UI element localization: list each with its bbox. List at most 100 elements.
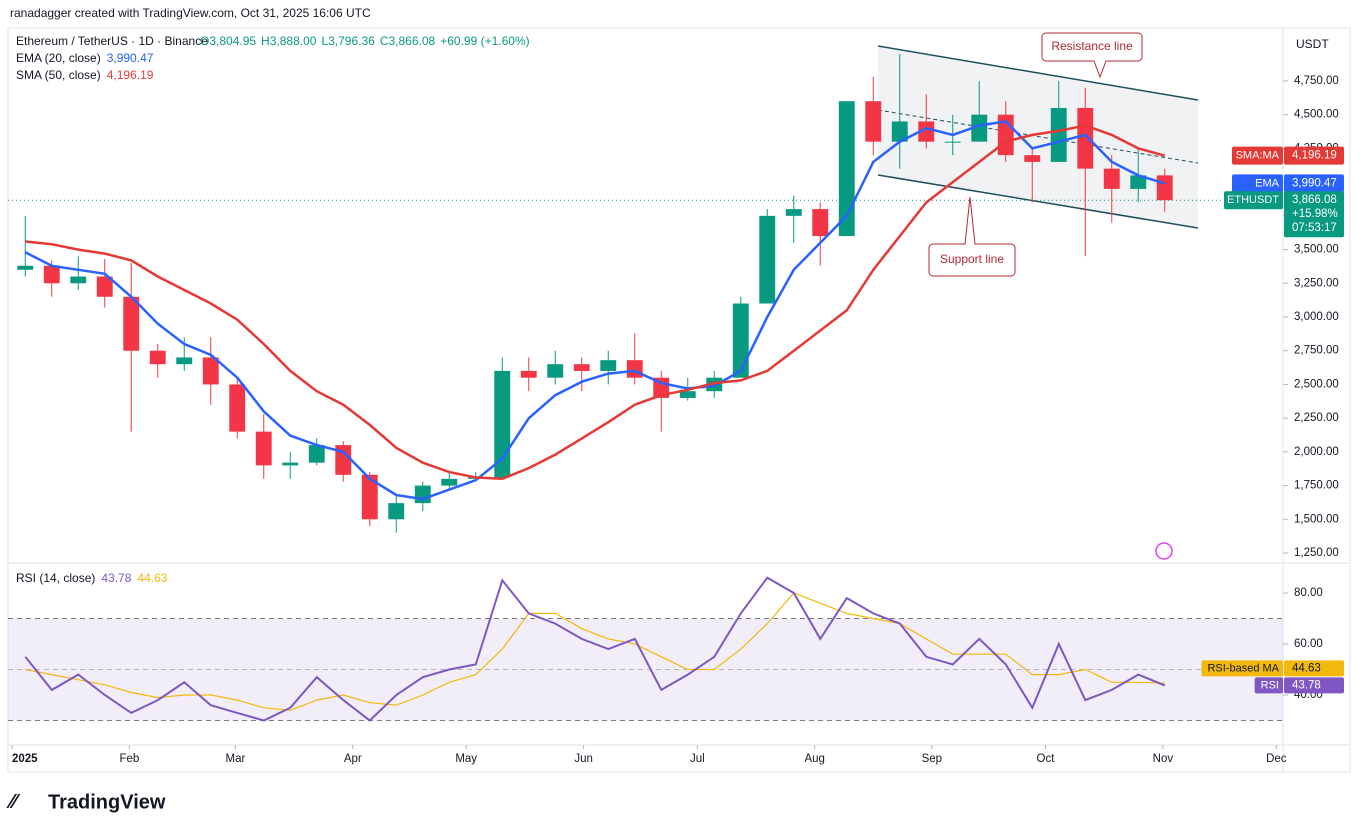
candle-body	[785, 209, 802, 216]
candle-body	[865, 101, 882, 142]
axis-tag-name: RSI-based MA	[1207, 662, 1279, 674]
candle-body	[971, 114, 988, 142]
candle-body	[626, 360, 643, 378]
footer: TradingView	[48, 791, 166, 813]
y-tick-label: 3,250.00	[1294, 277, 1339, 289]
candle-body	[494, 370, 511, 478]
axis-tag-name: SMA:MA	[1236, 150, 1280, 162]
y-tick-label: 1,250.00	[1294, 547, 1339, 559]
resistance-line	[877, 45, 1199, 101]
support-callout: Support line	[928, 196, 1016, 277]
candle-body	[547, 364, 564, 378]
frame	[7, 27, 1351, 773]
y-tick-label: 60.00	[1294, 638, 1323, 650]
resistance-callout: Resistance line	[1041, 32, 1143, 79]
callout-text: Resistance line	[1051, 39, 1133, 53]
candle-body	[388, 503, 405, 520]
legend-name: SMA (50, close)	[16, 68, 101, 82]
candle-body	[838, 101, 855, 237]
candle-body	[441, 478, 458, 486]
ma-line	[24, 120, 1166, 501]
axis-value-box	[1284, 660, 1344, 677]
callout-box	[1041, 32, 1143, 79]
candle-body	[414, 485, 431, 504]
ma-line	[25, 124, 1166, 481]
x-tick-label: Jul	[690, 753, 705, 765]
axis-value-box	[1284, 677, 1344, 694]
axis-tag-box	[1201, 660, 1283, 677]
y-tick-label: 3,000.00	[1294, 311, 1339, 323]
axis-value: 44.63	[1292, 662, 1321, 674]
candle-body	[335, 445, 352, 475]
axis-countdown: 07:53:17	[1292, 222, 1337, 234]
alert-icon[interactable]	[1155, 542, 1173, 560]
ohlc-label: H3,888.00	[261, 34, 317, 48]
ohlc-label: O3,804.95	[200, 34, 256, 48]
indicator-line	[25, 592, 1165, 711]
x-tick-label: Mar	[225, 753, 245, 765]
y-tick-label: 1,750.00	[1294, 480, 1339, 492]
candle-body	[1077, 107, 1094, 169]
candle-body	[17, 265, 34, 270]
callout-text: Support line	[940, 252, 1004, 266]
candle-body	[361, 474, 378, 520]
x-tick-label: Oct	[1037, 753, 1056, 765]
ohlc-label: +60.99 (+1.60%)	[440, 34, 529, 48]
x-tick-label: Feb	[119, 753, 139, 765]
axis-value: 4,196.19	[1292, 150, 1337, 162]
candle-body	[1156, 175, 1173, 201]
axis-value-box	[1284, 191, 1344, 238]
axis-tag-box	[1254, 677, 1283, 694]
legend-value: 3,990.47	[107, 51, 154, 65]
candle-body	[202, 357, 219, 385]
axis-value: 3,866.08	[1292, 194, 1337, 206]
axis-tag-box	[1224, 191, 1283, 210]
candle-body	[1103, 168, 1120, 189]
axis-tag-box	[1232, 174, 1283, 193]
y-tick-label: 4,500.00	[1294, 109, 1339, 121]
support-line	[877, 174, 1199, 229]
y-tick-label: 80.00	[1294, 587, 1323, 599]
axis-tag-box	[1232, 146, 1283, 165]
x-tick-label: Sep	[922, 753, 942, 765]
y-tick-label: 1,500.00	[1294, 513, 1339, 525]
axis-change: +15.98%	[1292, 208, 1338, 220]
callout-box	[928, 196, 1016, 277]
legend-title: RSI (14, close)	[16, 571, 95, 585]
x-tick-label: Apr	[344, 753, 362, 765]
candle-body	[123, 296, 140, 351]
axis-value-box	[1284, 174, 1344, 193]
candle-body	[600, 360, 617, 371]
candle-body	[1024, 155, 1041, 162]
axis-tag-name: EMA	[1255, 177, 1280, 189]
axis-tag-name: RSI	[1261, 679, 1279, 691]
candle-body	[176, 357, 193, 365]
x-tick-label: May	[455, 753, 477, 765]
legend-value: 44.63	[137, 571, 167, 585]
candle-body	[944, 141, 961, 143]
candle-body	[679, 391, 696, 398]
axis-value-box	[1284, 146, 1344, 165]
candle-body	[520, 370, 537, 378]
y-tick-label: 2,500.00	[1294, 378, 1339, 390]
header: ranadagger created with TradingView.com,…	[10, 6, 371, 20]
candle-body	[308, 445, 325, 463]
candle-body	[732, 303, 749, 378]
candle-body	[70, 276, 87, 284]
axis-value: 3,990.47	[1292, 177, 1337, 189]
candle-body	[1130, 175, 1147, 189]
candle-body	[1050, 107, 1067, 162]
candle-body	[759, 215, 776, 304]
y-tick-label: 2,250.00	[1294, 412, 1339, 424]
indicator-line	[24, 576, 1166, 722]
x-tick-label: Aug	[804, 753, 824, 765]
legend-name: EMA (20, close)	[16, 51, 101, 65]
y-tick-label: 3,500.00	[1294, 244, 1339, 256]
y-tick-label: 2,750.00	[1294, 345, 1339, 357]
x-tick-label: Dec	[1266, 753, 1287, 765]
candle-body	[891, 121, 908, 142]
candle-body	[918, 121, 935, 142]
x-tick-label: 2025	[12, 753, 38, 765]
candle-body	[229, 384, 246, 432]
